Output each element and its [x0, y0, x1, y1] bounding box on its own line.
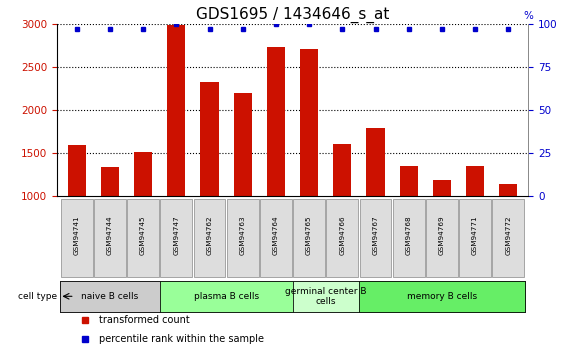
FancyBboxPatch shape — [127, 199, 159, 277]
Bar — [167, 25, 185, 282]
FancyBboxPatch shape — [160, 281, 293, 312]
Text: GSM94764: GSM94764 — [273, 215, 279, 255]
Bar — [201, 82, 219, 282]
FancyBboxPatch shape — [293, 281, 359, 312]
Text: germinal center B
cells: germinal center B cells — [285, 287, 366, 306]
Bar — [267, 47, 285, 282]
FancyBboxPatch shape — [260, 199, 292, 277]
Text: percentile rank within the sample: percentile rank within the sample — [99, 334, 264, 344]
Text: GSM94765: GSM94765 — [306, 215, 312, 255]
Text: GSM94766: GSM94766 — [339, 215, 345, 255]
Text: %: % — [523, 11, 533, 21]
FancyBboxPatch shape — [60, 281, 160, 312]
Text: GSM94747: GSM94747 — [173, 215, 179, 255]
FancyBboxPatch shape — [94, 199, 126, 277]
Text: GSM94762: GSM94762 — [207, 215, 212, 255]
FancyBboxPatch shape — [194, 199, 225, 277]
Bar — [233, 93, 252, 282]
Text: plasma B cells: plasma B cells — [194, 292, 258, 301]
Text: GSM94741: GSM94741 — [74, 215, 80, 255]
Text: GSM94769: GSM94769 — [439, 215, 445, 255]
FancyBboxPatch shape — [426, 199, 458, 277]
Text: naive B cells: naive B cells — [81, 292, 139, 301]
Text: GSM94772: GSM94772 — [506, 215, 511, 255]
Title: GDS1695 / 1434646_s_at: GDS1695 / 1434646_s_at — [196, 7, 389, 23]
Bar — [366, 128, 385, 282]
FancyBboxPatch shape — [60, 281, 525, 312]
Text: GSM94767: GSM94767 — [373, 215, 378, 255]
FancyBboxPatch shape — [360, 199, 391, 277]
FancyBboxPatch shape — [160, 199, 192, 277]
FancyBboxPatch shape — [492, 199, 524, 277]
FancyBboxPatch shape — [227, 199, 258, 277]
Bar — [134, 152, 152, 282]
FancyBboxPatch shape — [293, 199, 325, 277]
FancyBboxPatch shape — [359, 281, 525, 312]
Text: memory B cells: memory B cells — [407, 292, 477, 301]
FancyBboxPatch shape — [61, 199, 93, 277]
Text: GSM94763: GSM94763 — [240, 215, 246, 255]
Bar — [300, 49, 318, 282]
FancyBboxPatch shape — [393, 199, 425, 277]
Bar — [400, 166, 418, 282]
Bar — [333, 144, 352, 282]
Bar — [68, 145, 86, 282]
Text: GSM94771: GSM94771 — [472, 215, 478, 255]
Text: transformed count: transformed count — [99, 315, 190, 325]
Text: GSM94745: GSM94745 — [140, 215, 146, 255]
Bar — [466, 166, 485, 282]
FancyBboxPatch shape — [459, 199, 491, 277]
Text: GSM94744: GSM94744 — [107, 215, 113, 255]
Bar — [433, 180, 451, 282]
FancyBboxPatch shape — [327, 199, 358, 277]
Text: GSM94768: GSM94768 — [406, 215, 412, 255]
Bar — [499, 184, 517, 282]
Text: cell type: cell type — [18, 292, 57, 301]
Bar — [101, 167, 119, 282]
